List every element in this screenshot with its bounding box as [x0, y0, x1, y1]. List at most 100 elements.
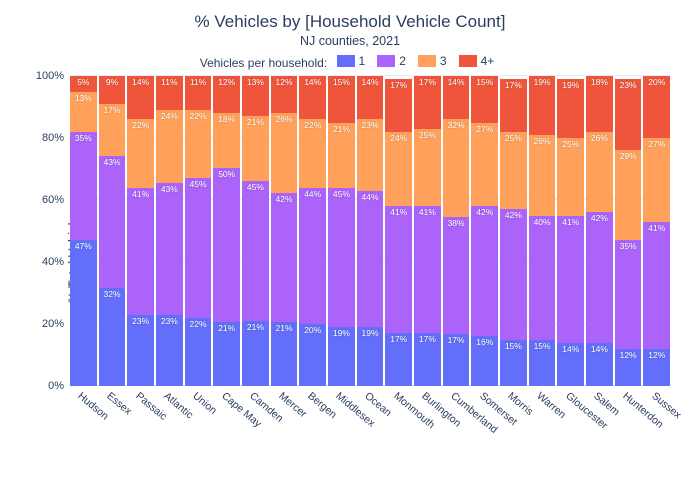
bar-value-label: 14%	[591, 344, 608, 354]
bar-value-label: 17%	[390, 80, 407, 90]
bar-segment: 41%	[414, 206, 441, 333]
bar-column[interactable]: 17%41%25%17%	[414, 76, 441, 386]
bar-segment: 18%	[213, 113, 240, 168]
bar-segment: 14%	[299, 76, 326, 119]
bar-value-label: 43%	[161, 184, 178, 194]
bar-segment: 24%	[385, 132, 412, 206]
bar-value-label: 19%	[562, 80, 579, 90]
bar-value-label: 21%	[247, 322, 264, 332]
bar-segment: 14%	[357, 76, 384, 119]
bar-column[interactable]: 17%38%32%14%	[443, 76, 470, 386]
bar-segment: 17%	[443, 334, 470, 386]
bar-value-label: 14%	[304, 77, 321, 87]
bar-segment: 29%	[615, 150, 642, 240]
bar-segment: 5%	[70, 76, 97, 92]
bar-value-label: 19%	[534, 77, 551, 87]
bar-segment: 22%	[185, 110, 212, 178]
bar-segment: 50%	[213, 168, 240, 321]
bar-segment: 19%	[328, 327, 355, 386]
bar-column[interactable]: 21%45%21%13%	[242, 76, 269, 386]
bar-value-label: 11%	[190, 77, 206, 87]
bar-segment: 12%	[213, 76, 240, 113]
legend-label: 1	[359, 54, 366, 68]
bar-segment: 21%	[328, 123, 355, 188]
bar-value-label: 12%	[276, 77, 293, 87]
bar-value-label: 45%	[190, 179, 207, 189]
bar-segment: 44%	[357, 191, 384, 327]
bar-column[interactable]: 21%42%26%12%	[271, 76, 298, 386]
bar-segment: 41%	[385, 206, 412, 333]
bar-segment: 21%	[242, 321, 269, 386]
bar-value-label: 41%	[562, 217, 579, 227]
bar-segment: 14%	[586, 343, 613, 386]
bar-column[interactable]: 12%35% 29%23%	[615, 76, 642, 386]
bar-value-label: 40%	[534, 217, 551, 227]
bar-column[interactable]: 16%42%27%15%	[471, 76, 498, 386]
bar-column[interactable]: 47%35%13%5%	[70, 76, 97, 386]
bar-column[interactable]: 23%43%24%11%	[156, 76, 183, 386]
bar-value-label: 26%	[591, 133, 608, 143]
bar-column[interactable]: 15%42%25%17%	[500, 76, 527, 386]
bar-segment: 24%	[156, 110, 183, 184]
bar-column[interactable]: 17% 41%24% 17%	[385, 76, 412, 386]
bar-value-label: 20%	[304, 325, 321, 335]
bar-value-label: 29%	[620, 151, 637, 161]
bar-value-label: 27%	[476, 124, 493, 134]
bar-value-label: 42%	[276, 194, 293, 204]
bar-value-label: 45%	[333, 189, 350, 199]
bar-value-label: 42%	[591, 213, 608, 223]
bar-value-label: 26%	[276, 114, 293, 124]
bar-column[interactable]: 21%50% 18%12%	[213, 76, 240, 386]
bar-segment: 20%	[643, 76, 670, 138]
bar-column[interactable]: 19%44%23%14%	[357, 76, 384, 386]
bar-column[interactable]: 32%43%17%9%	[99, 76, 126, 386]
bar-value-label: 26%	[534, 136, 551, 146]
bars: 47%35%13%5%32%43%17%9%23%41%22%14%23%43%…	[70, 76, 670, 386]
bar-column[interactable]: 12%41%27%20%	[643, 76, 670, 386]
bar-segment: 17%	[414, 76, 441, 129]
bar-value-label: 5%	[77, 77, 89, 87]
bar-value-label: 12%	[620, 350, 637, 360]
legend: Vehicles per household: 1234+	[20, 54, 680, 70]
chart-container: % Vehicles by [Household Vehicle Count] …	[0, 0, 700, 500]
bar-value-label: 22%	[190, 111, 207, 121]
bar-segment: 43%	[99, 156, 126, 288]
bar-segment: 19%	[529, 76, 556, 135]
bar-value-label: 32%	[448, 120, 465, 130]
bar-value-label: 43%	[104, 157, 121, 167]
legend-item[interactable]: 4+	[459, 54, 495, 68]
bar-segment: 17%	[99, 104, 126, 156]
bar-segment: 21%	[213, 322, 240, 386]
bar-value-label: 41%	[390, 207, 407, 217]
bar-segment: 14%	[443, 76, 470, 119]
bar-value-label: 17%	[419, 77, 436, 87]
bar-column[interactable]: 22%45%22%11%	[185, 76, 212, 386]
legend-item[interactable]: 1	[337, 54, 366, 68]
bar-column[interactable]: 14%41%25%19%	[557, 76, 584, 386]
bar-value-label: 17%	[505, 80, 522, 90]
bar-value-label: 15%	[534, 341, 551, 351]
y-tick-label: 100%	[36, 70, 64, 82]
bar-value-label: 18%	[218, 114, 235, 124]
y-tick-label: 80%	[42, 132, 64, 144]
bar-segment: 17%	[414, 333, 441, 386]
bar-segment: 21%	[242, 116, 269, 181]
bar-column[interactable]: 23%41%22%14%	[127, 76, 154, 386]
bar-column[interactable]: 19%45%21%15%	[328, 76, 355, 386]
bar-segment: 35%	[615, 240, 642, 349]
bar-value-label: 41%	[648, 223, 665, 233]
bar-segment: 17%	[385, 333, 412, 386]
bar-value-label: 17%	[104, 105, 121, 115]
bar-value-label: 41%	[419, 207, 436, 217]
bar-column[interactable]: 14%42%26%18%	[586, 76, 613, 386]
bar-segment: 23%	[615, 79, 642, 150]
y-tick-label: 20%	[42, 318, 64, 330]
bar-value-label: 42%	[505, 210, 522, 220]
bar-segment: 17%	[500, 79, 527, 132]
legend-item[interactable]: 2	[377, 54, 406, 68]
bar-column[interactable]: 15% 40% 26% 19%	[529, 76, 556, 386]
bar-value-label: 17%	[448, 335, 465, 345]
bar-segment: 17%	[385, 79, 412, 132]
legend-item[interactable]: 3	[418, 54, 447, 68]
bar-column[interactable]: 20%44%22%14%	[299, 76, 326, 386]
